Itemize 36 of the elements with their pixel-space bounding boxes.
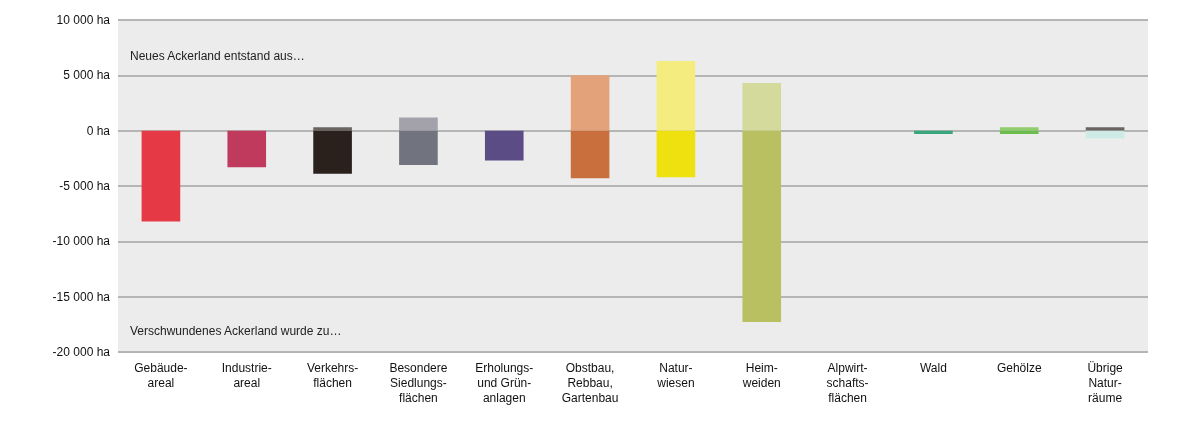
bar — [656, 60, 696, 131]
bar — [914, 130, 953, 134]
x-tick-label: Alpwirt- schafts- flächen — [826, 360, 869, 405]
x-tick-label: Wald — [919, 360, 947, 375]
bar — [656, 130, 696, 178]
y-tick-label: 5 000 ha — [63, 68, 111, 83]
annotation: Neues Ackerland entstand aus… — [130, 49, 305, 63]
bar — [742, 83, 782, 131]
x-tick-label: Übrige Natur- räume — [1087, 360, 1124, 405]
x-tick-label: Industrie- areal — [221, 360, 272, 390]
y-tick-label: -5 000 ha — [59, 179, 111, 193]
bar — [570, 130, 610, 179]
y-tick-label: 0 ha — [86, 123, 111, 138]
x-tick-label: Natur- wiesen — [656, 360, 695, 390]
bar — [484, 130, 524, 161]
x-tick-label: Gehölze — [996, 360, 1042, 375]
x-tick-label: Besondere Siedlungs- flächen — [389, 360, 448, 405]
y-tick-label: -10 000 ha — [52, 234, 111, 249]
x-tick-label: Verkehrs- flächen — [306, 360, 359, 390]
bar — [313, 127, 352, 131]
bar — [570, 75, 610, 131]
bar — [1085, 127, 1125, 131]
y-tick-label: 10 000 ha — [56, 13, 111, 27]
annotation: Verschwundenes Ackerland wurde zu… — [130, 324, 342, 338]
x-tick-label: Heim- weiden — [741, 360, 781, 390]
x-tick-label: Erholungs- und Grün- anlagen — [475, 360, 534, 405]
bar — [742, 130, 782, 323]
y-tick-label: -20 000 ha — [52, 345, 111, 359]
bar — [141, 130, 181, 222]
x-tick-label: Obstbau, Rebbau, Gartenbau — [561, 360, 619, 405]
bar — [399, 130, 438, 165]
bar — [399, 117, 438, 131]
x-tick-label: Gebäude- areal — [134, 360, 188, 390]
y-tick-label: -15 000 ha — [52, 289, 111, 304]
bar — [313, 130, 352, 174]
bar — [227, 130, 267, 168]
